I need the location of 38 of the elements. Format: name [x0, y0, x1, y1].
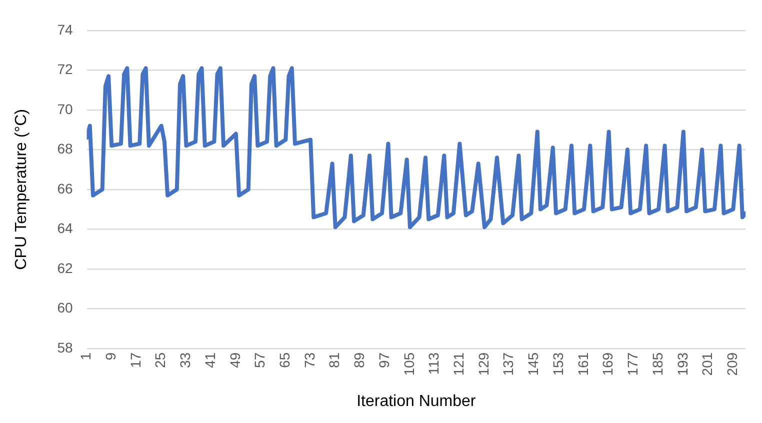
x-tick-label: 153: [550, 352, 566, 376]
x-tick-label: 1: [78, 352, 94, 360]
x-tick-label: 25: [152, 352, 168, 368]
y-tick-label: 74: [57, 21, 73, 38]
x-tick-label: 161: [574, 352, 591, 376]
x-tick-label: 201: [699, 352, 716, 376]
x-tick-label: 9: [102, 352, 118, 360]
y-tick-label: 66: [57, 180, 73, 196]
x-tick-label: 97: [376, 352, 392, 368]
x-tick-label: 41: [202, 352, 218, 368]
y-tick-label: 72: [57, 61, 73, 78]
x-tick-label: 73: [301, 352, 318, 368]
x-tick-label: 137: [500, 352, 516, 376]
x-tick-label: 129: [475, 352, 492, 376]
y-tick-label: 64: [57, 220, 73, 236]
x-tick-label: 113: [426, 352, 442, 375]
x-tick-label: 145: [525, 352, 542, 376]
y-tick-label: 68: [57, 140, 73, 157]
x-tick-label: 65: [276, 352, 293, 368]
x-tick-label: 49: [226, 352, 243, 368]
x-tick-label: 105: [400, 352, 417, 376]
x-tick-label: 89: [351, 352, 368, 368]
y-tick-label: 70: [57, 100, 73, 117]
y-axis-title: CPU Temperature (°C): [13, 109, 30, 270]
x-tick-label: 209: [724, 352, 740, 376]
x-tick-label: 177: [624, 352, 641, 376]
x-tick-label: 17: [127, 352, 144, 368]
x-tick-label: 193: [674, 352, 690, 376]
y-tick-label: 60: [57, 300, 73, 316]
x-tick-label: 185: [649, 352, 666, 376]
x-tick-label: 169: [600, 352, 616, 376]
x-tick-label: 57: [252, 352, 268, 368]
y-tick-label: 58: [57, 339, 73, 356]
x-tick-label: 81: [326, 352, 342, 368]
y-tick-label: 62: [57, 260, 73, 276]
x-tick-label: 33: [177, 352, 194, 368]
x-tick-label: 121: [450, 352, 467, 376]
x-axis-title: Iteration Number: [356, 392, 476, 410]
